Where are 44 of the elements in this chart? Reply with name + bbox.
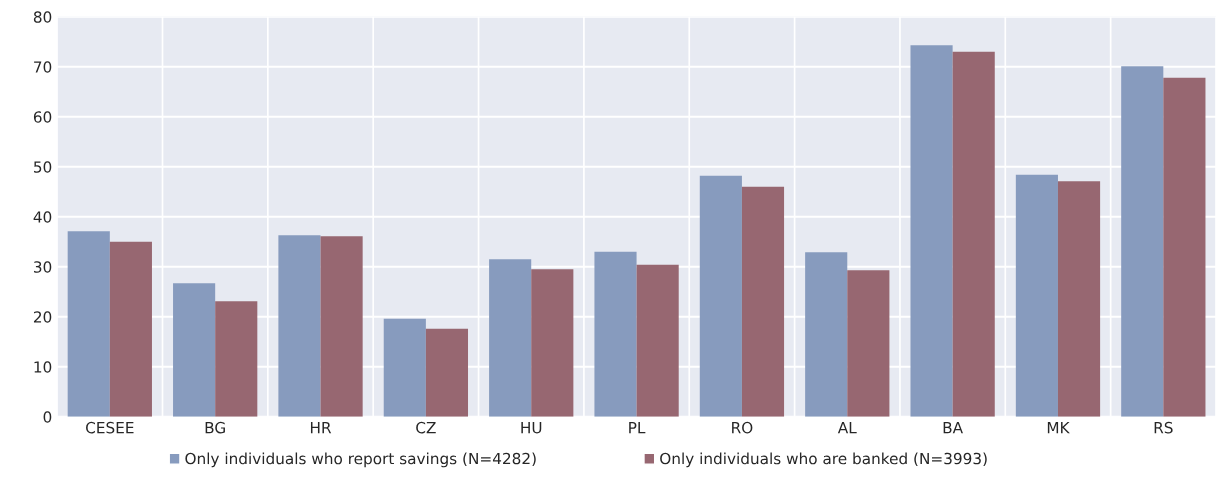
x-tick-label: RO <box>732 421 753 434</box>
y-tick-label: 50 <box>34 161 52 173</box>
bar <box>952 51 995 417</box>
bar <box>699 175 742 417</box>
bar <box>173 283 216 417</box>
x-tick-label: BG <box>205 421 225 434</box>
bar <box>109 241 152 417</box>
y-tick-label: 10 <box>34 361 52 373</box>
bar <box>383 318 426 417</box>
bar <box>531 269 574 417</box>
bar <box>215 301 258 417</box>
x-tick-label: BA <box>943 422 963 434</box>
x-tick-label: PL <box>629 422 646 434</box>
y-tick-label: 0 <box>43 411 52 423</box>
x-tick-label: MK <box>1047 422 1070 434</box>
x-tick-label: AL <box>837 422 857 434</box>
y-tick-label: 40 <box>33 211 52 223</box>
bar <box>1015 174 1058 417</box>
bar <box>741 186 785 417</box>
legend-label: Only individuals who report savings (N=4282) <box>185 452 536 468</box>
y-tick-label: 80 <box>33 11 52 23</box>
bar <box>805 252 848 417</box>
bar <box>910 45 953 417</box>
bar <box>320 236 363 417</box>
bar <box>636 264 679 417</box>
y-tick-label: 70 <box>34 61 52 73</box>
x-tick-label: CZ <box>416 421 436 434</box>
bar <box>278 235 321 417</box>
bar <box>1057 181 1101 417</box>
x-tick-label: HU <box>521 422 542 434</box>
y-tick-label: 60 <box>33 111 52 123</box>
x-tick-label: RS <box>1154 421 1173 434</box>
bar <box>489 259 532 417</box>
bar <box>67 231 110 417</box>
x-tick-label: CESEE <box>86 421 134 434</box>
x-tick-label: HR <box>310 422 332 434</box>
bar <box>425 328 469 417</box>
bar <box>1121 66 1164 417</box>
bar <box>1163 77 1206 417</box>
bar <box>847 270 890 417</box>
y-tick-label: 30 <box>34 261 52 273</box>
y-tick-label: 20 <box>33 311 52 323</box>
legend-label: Only individuals who are banked (N=3993) <box>660 452 987 468</box>
bar <box>594 251 637 417</box>
